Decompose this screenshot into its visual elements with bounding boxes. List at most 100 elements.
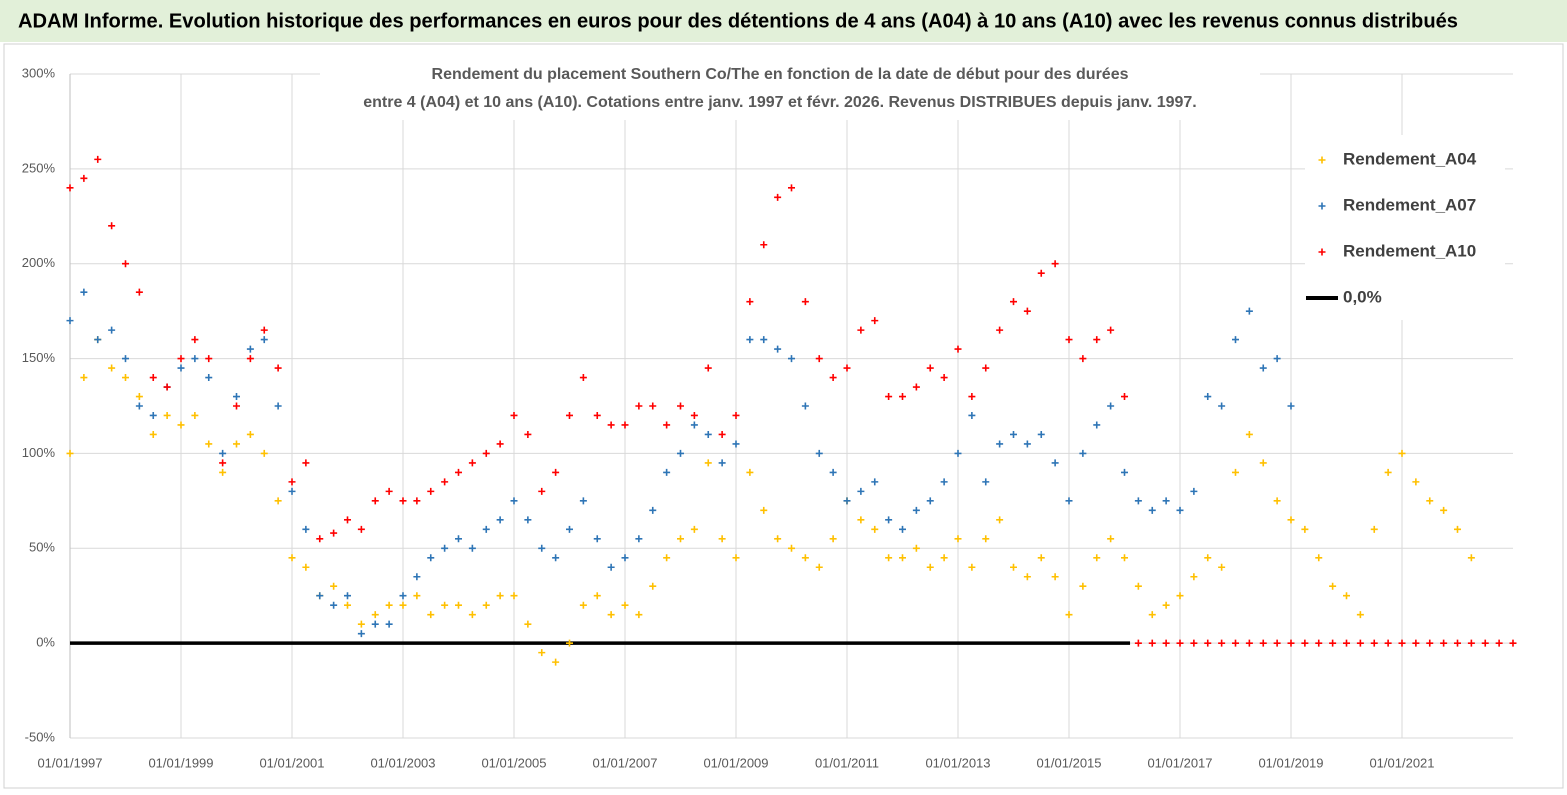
scatter-point: [1273, 639, 1281, 647]
scatter-point: [455, 535, 462, 543]
scatter-point: [940, 478, 948, 486]
scatter-point: [1010, 430, 1017, 438]
scatter-point: [635, 611, 643, 619]
scatter-point: [1218, 563, 1226, 571]
scatter-point: [718, 535, 726, 543]
scatter-point: [1204, 639, 1212, 647]
scatter-point: [482, 601, 490, 609]
scatter-point: [1454, 639, 1461, 647]
scatter-point: [233, 393, 240, 401]
scatter-point: [1148, 611, 1156, 619]
scatter-point: [1065, 336, 1073, 344]
scatter-point: [205, 374, 213, 382]
scatter-point: [926, 497, 934, 505]
scatter-point: [1162, 497, 1170, 505]
scatter-point: [1093, 336, 1101, 344]
scatter-point: [441, 478, 449, 486]
x-tick-label: 01/01/2001: [259, 755, 324, 770]
scatter-point: [566, 525, 573, 533]
scatter-point: [1412, 639, 1420, 647]
scatter-point: [579, 374, 587, 382]
scatter-point: [135, 402, 143, 410]
scatter-point: [1467, 639, 1475, 647]
scatter-point: [1010, 563, 1017, 571]
scatter-point: [1065, 611, 1073, 619]
scatter-point: [1454, 525, 1461, 533]
scatter-point: [1176, 506, 1184, 514]
scatter-point: [1037, 430, 1045, 438]
scatter-point: [1051, 459, 1059, 467]
scatter-point: [524, 516, 532, 524]
scatter-point: [968, 411, 976, 419]
scatter-point: [621, 601, 629, 609]
scatter-point: [219, 449, 227, 457]
scatter-point: [385, 620, 393, 628]
scatter-point: [441, 601, 449, 609]
scatter-point: [621, 421, 629, 429]
scatter-point: [246, 355, 254, 363]
scatter-point: [1301, 525, 1309, 533]
scatter-point: [1162, 639, 1170, 647]
scatter-point: [316, 592, 324, 600]
scatter-point: [371, 620, 379, 628]
scatter-point: [635, 535, 643, 543]
scatter-point: [524, 430, 532, 438]
scatter-point: [982, 535, 990, 543]
scatter-point: [66, 184, 74, 192]
scatter-point: [468, 459, 476, 467]
scatter-point: [649, 506, 657, 514]
scatter-point: [1440, 639, 1448, 647]
title-box: [320, 62, 1260, 120]
scatter-point: [274, 364, 282, 372]
scatter-point: [1426, 639, 1434, 647]
legend-box: [1305, 135, 1505, 320]
scatter-point: [1273, 497, 1281, 505]
scatter-point: [954, 535, 962, 543]
scatter-point: [1356, 611, 1364, 619]
scatter-point: [260, 449, 268, 457]
legend-label: 0,0%: [1343, 287, 1382, 306]
y-tick-label: 0%: [36, 635, 55, 650]
scatter-point: [1287, 639, 1295, 647]
x-tick-label: 01/01/1997: [37, 755, 102, 770]
scatter-point: [163, 411, 171, 419]
scatter-point: [482, 525, 490, 533]
scatter-point: [1384, 639, 1392, 647]
x-tick-label: 01/01/2003: [370, 755, 435, 770]
scatter-point: [344, 592, 351, 600]
scatter-point: [857, 487, 865, 495]
y-tick-label: 300%: [22, 65, 56, 80]
scatter-point: [552, 554, 560, 562]
y-tick-label: 150%: [22, 350, 56, 365]
scatter-point: [1190, 639, 1198, 647]
scatter-point: [135, 288, 143, 296]
scatter-point: [857, 516, 865, 524]
scatter-point: [288, 487, 296, 495]
scatter-point: [385, 487, 393, 495]
scatter-point: [94, 155, 102, 163]
scatter-point: [760, 241, 768, 249]
scatter-point: [510, 497, 518, 505]
scatter-point: [219, 459, 227, 467]
scatter-point: [357, 630, 365, 638]
scatter-point: [371, 611, 379, 619]
scatter-point: [1093, 421, 1101, 429]
scatter-point: [1218, 639, 1226, 647]
x-tick-label: 01/01/2015: [1036, 755, 1101, 770]
scatter-point: [885, 516, 893, 524]
scatter-point: [496, 592, 504, 600]
scatter-point: [996, 326, 1004, 334]
scatter-point: [1287, 516, 1295, 524]
scatter-point: [732, 411, 740, 419]
scatter-point: [704, 364, 712, 372]
scatter-point: [413, 592, 421, 600]
chart-title: Rendement du placement Southern Co/The e…: [432, 66, 1129, 83]
legend-label: Rendement_A04: [1343, 149, 1477, 168]
scatter-point: [1287, 402, 1295, 410]
scatter-point: [316, 535, 324, 543]
scatter-point: [552, 468, 560, 476]
scatter-point: [774, 193, 782, 201]
scatter-point: [1121, 468, 1128, 476]
scatter-point: [288, 554, 296, 562]
scatter-point: [66, 449, 74, 457]
